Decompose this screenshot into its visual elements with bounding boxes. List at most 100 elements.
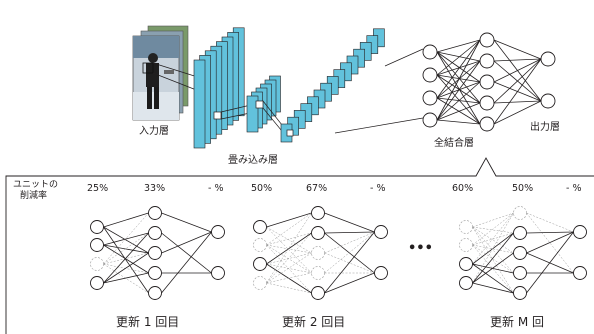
unit: [374, 266, 388, 280]
callout-frame: [5, 157, 594, 334]
unit: [311, 286, 325, 300]
unit: [422, 90, 438, 106]
connection: [103, 244, 149, 254]
connection: [103, 232, 149, 246]
unit: [459, 257, 473, 271]
connection: [493, 58, 542, 125]
unit: [479, 95, 495, 111]
connection: [436, 39, 481, 76]
connection: [472, 232, 514, 284]
feature-map: [246, 95, 259, 133]
connection: [493, 100, 542, 104]
unit: [513, 246, 527, 260]
updateM-label: 更新 M 回: [490, 314, 544, 329]
dropped-unit: [253, 276, 267, 290]
unit: [374, 225, 388, 239]
dropped-connection: [526, 212, 574, 233]
connection: [324, 231, 375, 234]
unit: [540, 93, 556, 109]
connection: [436, 97, 481, 125]
dropped-connection: [526, 212, 574, 274]
dropped-unit: [253, 238, 267, 252]
feature-map: [193, 59, 206, 149]
connection: [161, 212, 212, 233]
connection: [436, 119, 481, 125]
connection: [436, 74, 481, 83]
connection: [493, 100, 542, 125]
dropped-connection: [472, 244, 514, 274]
unit: [148, 206, 162, 220]
unit: [148, 246, 162, 260]
connection: [526, 231, 574, 294]
updateM-network: [459, 206, 587, 300]
dropped-connection: [266, 244, 312, 274]
connection: [161, 231, 212, 294]
dropped-connection: [324, 252, 375, 274]
connection: [161, 231, 212, 254]
ellipsis: •••: [408, 241, 433, 256]
connection: [493, 58, 542, 104]
dropped-connection: [472, 212, 514, 228]
connection: [472, 252, 514, 284]
connection: [493, 58, 542, 83]
connection: [436, 51, 481, 125]
connection: [324, 212, 375, 233]
connection: [103, 232, 149, 284]
connection: [436, 51, 481, 83]
connection: [324, 272, 375, 294]
update2-rate-layer2: 67%: [306, 183, 327, 194]
connection: [526, 231, 574, 254]
conv1-patch: [213, 111, 222, 120]
unit: [311, 226, 325, 240]
dropped-connection: [472, 232, 514, 246]
dropped-connection: [472, 226, 514, 294]
connection: [103, 226, 149, 294]
unit: [422, 112, 438, 128]
connection: [103, 252, 149, 284]
dropped-unit: [90, 257, 104, 271]
connections: [472, 212, 574, 294]
connection: [436, 60, 481, 76]
output-layer-label: 出力層: [530, 120, 560, 133]
dropped-connection: [266, 212, 312, 284]
unit-reduction-label-line2: 削減率: [20, 189, 47, 201]
unit: [540, 51, 556, 67]
connection: [266, 232, 312, 265]
unit: [90, 220, 104, 234]
unit: [253, 220, 267, 234]
dropped-connection: [266, 272, 312, 284]
dropped-connection: [472, 212, 514, 246]
connection: [324, 232, 375, 274]
conv3-patch: [286, 129, 294, 137]
update1-rate-layer3: - %: [208, 183, 223, 194]
unit: [422, 44, 438, 60]
unit: [148, 266, 162, 280]
conv-feature-maps-3: [280, 28, 385, 143]
dropped-connection: [266, 212, 312, 246]
connection: [436, 51, 481, 104]
dropped-connection: [103, 232, 149, 265]
unit: [513, 266, 527, 280]
dropped-connection: [266, 244, 312, 294]
dropped-connection: [266, 226, 312, 254]
connection: [436, 81, 481, 121]
update2-label: 更新 2 回目: [282, 314, 345, 329]
connection: [436, 39, 481, 121]
dropped-connection: [266, 282, 312, 294]
unit: [90, 238, 104, 252]
unit: [479, 74, 495, 90]
connection: [103, 212, 149, 228]
connection: [324, 231, 375, 294]
dropped-connection: [103, 263, 149, 274]
connection: [493, 39, 542, 60]
conv-feature-maps-1: [193, 27, 245, 149]
dropped-unit: [311, 246, 325, 260]
connection: [103, 244, 149, 274]
unit: [513, 286, 527, 300]
dropped-connection: [103, 212, 149, 265]
connection: [436, 74, 481, 104]
dropped-connection: [266, 252, 312, 265]
unit: [148, 286, 162, 300]
connection: [472, 263, 514, 274]
conv-to-fc-lines: [334, 48, 424, 134]
